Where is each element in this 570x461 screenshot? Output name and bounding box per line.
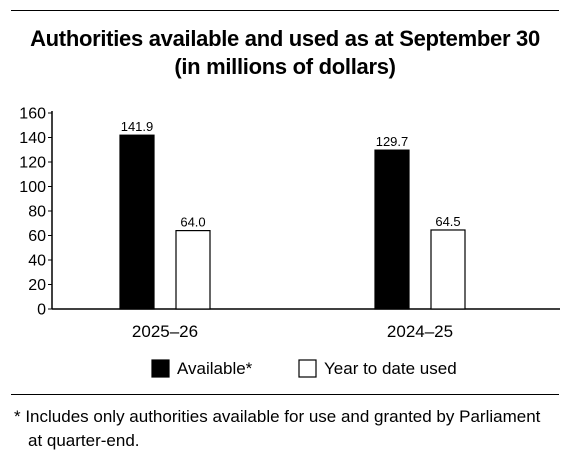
legend-swatch-used bbox=[298, 359, 317, 378]
x-category-label: 2024–25 bbox=[387, 322, 453, 341]
y-tick-label: 0 bbox=[37, 302, 46, 319]
y-tick-label: 100 bbox=[19, 179, 46, 196]
bar-used-0 bbox=[175, 230, 211, 310]
x-axis-categories: 2025–26 2024–25 bbox=[132, 322, 453, 341]
legend-swatch-available bbox=[151, 359, 170, 378]
footnote: * Includes only authorities available fo… bbox=[14, 405, 554, 453]
bar-available-1 bbox=[374, 149, 410, 310]
y-tick-label: 160 bbox=[19, 106, 46, 123]
top-rule bbox=[11, 10, 559, 11]
chart-subtitle: (in millions of dollars) bbox=[174, 54, 396, 79]
bar-data-label: 64.0 bbox=[180, 215, 205, 230]
y-tick-label: 80 bbox=[28, 204, 46, 221]
bar-available-0 bbox=[119, 134, 155, 310]
footnote-line-1: * Includes only authorities available fo… bbox=[14, 407, 541, 426]
bar-data-label: 141.9 bbox=[121, 119, 154, 134]
bar-data-label: 129.7 bbox=[376, 134, 409, 149]
x-category-label: 2025–26 bbox=[132, 322, 198, 341]
y-tick-label: 140 bbox=[19, 130, 46, 147]
bar-data-label: 64.5 bbox=[435, 214, 460, 229]
legend: Available* Year to date used bbox=[151, 359, 457, 378]
bar-used-1 bbox=[430, 229, 466, 310]
y-tick-label: 20 bbox=[28, 277, 46, 294]
legend-label-used: Year to date used bbox=[324, 359, 457, 378]
y-tick-label: 60 bbox=[28, 228, 46, 245]
chart-title: Authorities available and used as at Sep… bbox=[30, 26, 540, 51]
y-tick-label: 120 bbox=[19, 155, 46, 172]
y-axis: 0 20 40 60 80 100 120 140 160 bbox=[19, 106, 560, 319]
bar-chart: 0 20 40 60 80 100 120 140 160 141.9 64.0 129.7 64.5… bbox=[19, 106, 560, 378]
footnote-line-2: at quarter-end. bbox=[28, 431, 140, 450]
bars: 141.9 64.0 129.7 64.5 bbox=[119, 119, 466, 310]
legend-label-available: Available* bbox=[177, 359, 253, 378]
bottom-rule bbox=[11, 394, 559, 395]
y-tick-label: 40 bbox=[28, 253, 46, 270]
